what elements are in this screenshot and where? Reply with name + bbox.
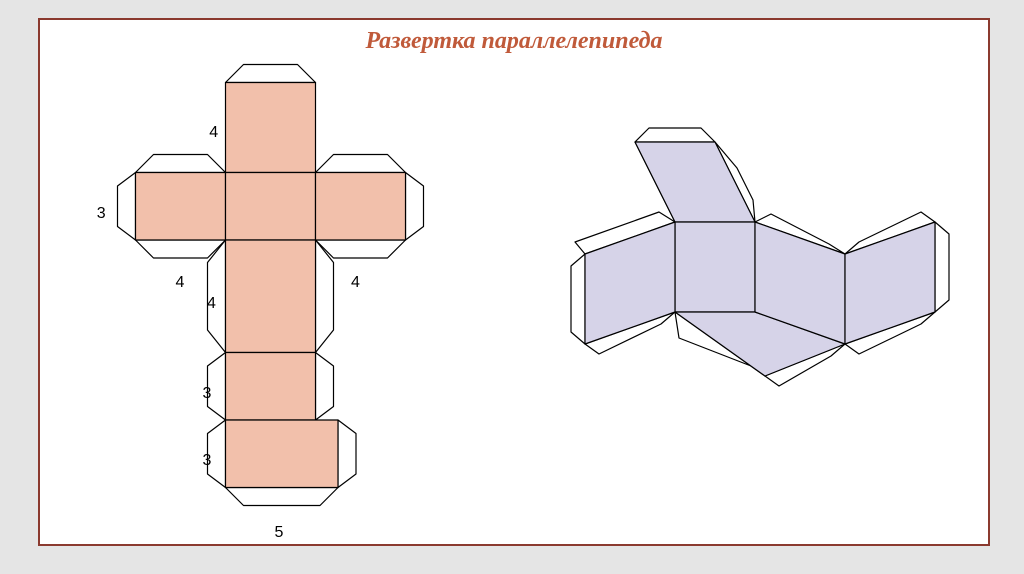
rhom-flap-9 [935, 222, 949, 312]
rect-flap-8 [315, 240, 333, 353]
dim-label-0: 4 [209, 124, 218, 142]
rect-flap-13 [225, 487, 338, 505]
rect-flap-3 [117, 172, 135, 240]
rect-flap-10 [315, 352, 333, 420]
rhom-face-1 [675, 222, 755, 312]
rect-flap-1 [135, 154, 225, 172]
dim-label-3: 4 [351, 274, 360, 292]
rect-face-4 [225, 240, 315, 353]
rect-face-0 [225, 82, 315, 172]
rect-face-2 [225, 172, 315, 240]
rect-flap-5 [135, 240, 225, 258]
rect-face-1 [135, 172, 225, 240]
rect-flap-4 [405, 172, 423, 240]
dim-label-7: 5 [275, 524, 284, 542]
dim-label-2: 4 [176, 274, 185, 292]
rhom-face-5 [845, 222, 935, 344]
rhom-flap-4 [571, 254, 585, 344]
dim-label-4: 4 [207, 295, 216, 313]
rhom-flap-0 [635, 128, 715, 142]
rect-flap-6 [315, 240, 405, 258]
dim-label-6: 3 [203, 452, 212, 470]
dim-label-5: 3 [203, 385, 212, 403]
rect-flap-2 [315, 154, 405, 172]
rhombic-net [515, 86, 995, 446]
rect-face-5 [225, 352, 315, 420]
rect-face-3 [315, 172, 405, 240]
rectangular-net [113, 60, 428, 533]
rect-face-6 [225, 420, 338, 488]
dim-label-1: 3 [97, 205, 106, 223]
rect-flap-12 [338, 420, 356, 488]
page-title: Развертка параллелепипеда [40, 28, 988, 55]
diagram-frame: Развертка параллелепипеда 4 3 4 4 4 3 3 5 [38, 18, 990, 546]
rect-flap-0 [225, 64, 315, 82]
